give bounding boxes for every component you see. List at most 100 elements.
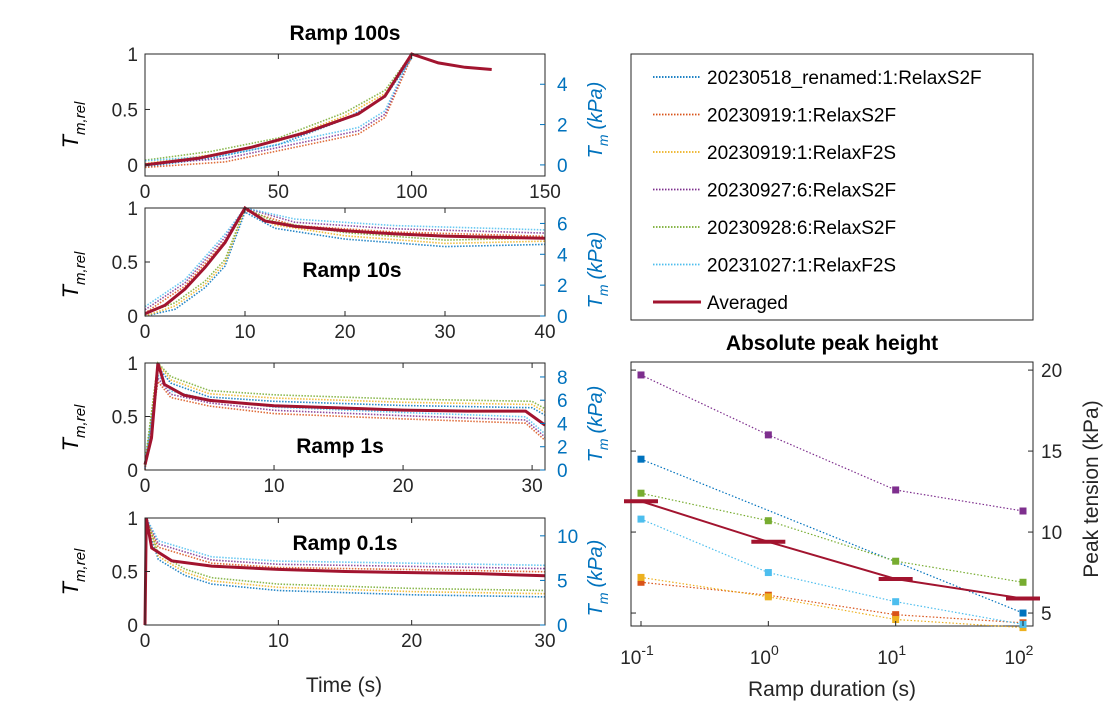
panel-title: Ramp 0.1s — [292, 532, 397, 555]
raw-trace — [144, 57, 413, 168]
panel-title: Absolute peak height — [726, 332, 938, 355]
y-axis-label: Peak tension (kPa) — [1080, 400, 1103, 577]
y-tick-label: 0.5 — [112, 100, 138, 121]
y-right-tick-label: 0 — [557, 461, 568, 482]
raw-trace — [144, 53, 413, 165]
x-tick-label: 0 — [140, 476, 151, 497]
x-axis-label: Ramp duration (s) — [748, 678, 916, 701]
svg-text:Peak tension (kPa): Peak tension (kPa) — [1080, 400, 1103, 577]
x-tick-label: 100 — [750, 642, 779, 669]
y-tick-label: 1 — [127, 509, 138, 530]
y-right-tick-label: 4 — [557, 75, 568, 96]
data-point — [892, 486, 900, 494]
raw-trace — [144, 54, 413, 165]
legend-label: 20231027:1:RelaxF2S — [707, 256, 896, 277]
y-right-tick-label: 10 — [557, 527, 578, 548]
y-tick-label: 5 — [1041, 604, 1052, 625]
data-point — [892, 557, 900, 565]
y-axis-left-label: Tm,rel — [58, 101, 89, 148]
y-tick-label: 1 — [127, 45, 138, 66]
panel-title: Ramp 10s — [302, 259, 401, 282]
panel-title: Ramp 1s — [296, 435, 384, 458]
y-axis-right-label: Tm(kPa) — [585, 82, 611, 159]
x-tick-label: 10 — [268, 631, 289, 652]
x-axis-label: Time (s) — [306, 674, 382, 697]
raw-trace — [144, 373, 546, 464]
raw-trace — [144, 517, 546, 623]
y-tick-label: 1 — [127, 354, 138, 375]
x-tick-label: 150 — [529, 182, 561, 203]
averaged-line — [144, 205, 546, 316]
averaged-line — [144, 52, 492, 167]
y-right-tick-label: 4 — [557, 245, 568, 266]
data-point — [637, 455, 645, 463]
y-axis-left-label: Tm,rel — [58, 251, 89, 298]
y-tick-label: 1 — [127, 199, 138, 220]
data-point — [637, 371, 645, 379]
svg-text:Tm(kPa): Tm(kPa) — [585, 232, 611, 309]
plot-frame — [630, 361, 1034, 627]
data-point — [764, 431, 772, 439]
x-tick-label: 20 — [334, 322, 355, 343]
series-line — [640, 492, 1024, 583]
y-axis-right-label: Tm(kPa) — [585, 386, 611, 463]
x-tick-label: 101 — [877, 642, 906, 669]
x-tick-label: 100 — [396, 182, 428, 203]
y-tick-label: 0 — [127, 156, 138, 177]
y-axis-left-label: Tm,rel — [58, 404, 89, 451]
svg-text:Tm(kPa): Tm(kPa) — [585, 82, 611, 159]
y-right-tick-label: 6 — [557, 214, 568, 235]
data-point — [1019, 507, 1027, 515]
series-line — [640, 374, 1024, 512]
x-tick-label: 20 — [401, 631, 422, 652]
x-tick-label: 30 — [522, 476, 543, 497]
data-point — [764, 569, 772, 577]
y-right-tick-label: 0 — [557, 307, 568, 328]
y-tick-label: 20 — [1041, 361, 1062, 382]
y-axis-right-label: Tm(kPa) — [585, 540, 611, 617]
legend-label: Averaged — [707, 293, 788, 314]
x-tick-label: 40 — [534, 322, 555, 343]
y-tick-label: 0.5 — [112, 563, 138, 584]
y-right-tick-label: 5 — [557, 571, 568, 592]
raw-trace — [144, 210, 546, 317]
x-tick-label: 30 — [434, 322, 455, 343]
legend-label: 20230927:6:RelaxS2F — [707, 181, 896, 202]
x-tick-label: 10 — [234, 322, 255, 343]
raw-trace — [144, 56, 413, 169]
x-tick-label: 10-1 — [620, 642, 654, 669]
x-tick-label: 10 — [263, 476, 284, 497]
x-tick-label: 0 — [140, 631, 151, 652]
y-tick-label: 0 — [127, 461, 138, 482]
legend-box — [630, 53, 1034, 321]
data-point — [637, 489, 645, 497]
data-point — [1019, 578, 1027, 586]
legend-label: 20230919:1:RelaxF2S — [707, 143, 896, 164]
data-point — [637, 515, 645, 523]
y-tick-label: 0 — [127, 616, 138, 637]
panel-title: Ramp 100s — [290, 22, 401, 45]
legend: 20230518_renamed:1:RelaxS2F 20230919:1:Re… — [630, 53, 1034, 321]
data-point — [1019, 609, 1027, 617]
y-axis-left-label: Tm,rel — [58, 548, 89, 595]
raw-trace — [144, 207, 546, 317]
data-point — [764, 517, 772, 525]
legend-label: 20230919:1:RelaxS2F — [707, 106, 896, 127]
data-point — [637, 578, 645, 586]
y-right-tick-label: 0 — [557, 616, 568, 637]
y-right-tick-label: 6 — [557, 391, 568, 412]
y-right-tick-label: 4 — [557, 414, 568, 435]
series-line — [640, 518, 1024, 625]
y-right-tick-label: 2 — [557, 116, 568, 137]
y-right-tick-label: 0 — [557, 156, 568, 177]
averaged-line — [143, 362, 546, 465]
y-tick-label: 0.5 — [112, 253, 138, 274]
y-tick-label: 15 — [1041, 442, 1062, 463]
averaged-line — [640, 500, 1024, 600]
series-line — [640, 458, 1024, 614]
svg-text:Tm,rel: Tm,rel — [58, 404, 89, 451]
svg-text:Tm(kPa): Tm(kPa) — [585, 386, 611, 463]
